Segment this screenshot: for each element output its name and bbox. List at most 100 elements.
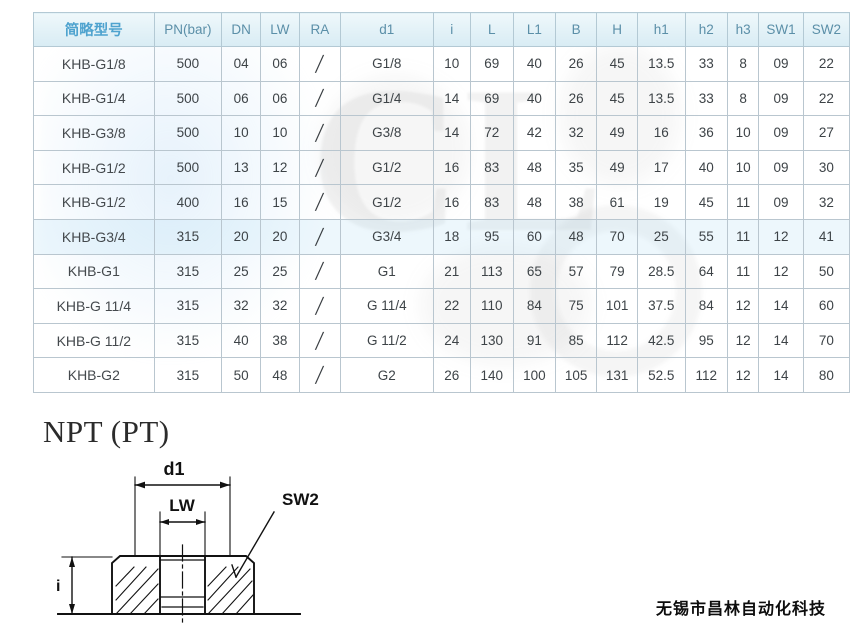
cell-d1: G2 (340, 357, 434, 393)
cell-ra: ╱ (298, 46, 342, 82)
cell-h: 49 (596, 149, 639, 186)
cell-h3: 8 (727, 46, 760, 82)
column-header-i: i (432, 12, 471, 47)
column-header-ra: RA (298, 12, 342, 47)
cell-lw: 25 (260, 253, 300, 290)
cell-b: 26 (555, 80, 598, 117)
cell-sw2: 41 (802, 218, 850, 255)
cell-l1: 91 (512, 322, 557, 359)
column-header-h2: h2 (684, 12, 729, 47)
header-row: 简略型号 PN(bar) DN LW RA d1 i L L1 B H h1 h… (33, 12, 850, 47)
cell-sw2: 22 (802, 80, 850, 117)
cell-b: 48 (555, 218, 598, 255)
cell-l: 69 (469, 80, 514, 117)
cell-d1: G1 (340, 253, 434, 290)
cell-h2: 45 (684, 184, 729, 220)
cell-sw1: 09 (758, 149, 804, 186)
cell-dn: 50 (221, 357, 261, 393)
cell-lw: 06 (260, 46, 300, 82)
column-header-l: L (469, 12, 514, 47)
cell-pn: 500 (153, 80, 223, 117)
cell-b: 38 (555, 184, 598, 220)
cell-sw2: 80 (802, 357, 850, 393)
cell-l1: 42 (512, 115, 557, 151)
cell-l: 83 (469, 184, 514, 220)
cell-dn: 20 (221, 218, 261, 255)
cell-b: 26 (555, 46, 598, 82)
cell-sw2: 70 (802, 322, 850, 359)
cell-d1: G1/2 (340, 184, 434, 220)
cell-h1: 37.5 (637, 288, 686, 324)
cell-l: 95 (469, 218, 514, 255)
table-header: 简略型号 PN(bar) DN LW RA d1 i L L1 B H h1 h… (33, 12, 850, 47)
cell-ra: ╱ (298, 357, 342, 393)
cell-h2: 40 (684, 149, 729, 186)
cell-sw1: 14 (758, 288, 804, 324)
cell-l1: 60 (512, 218, 557, 255)
cell-h3: 12 (727, 357, 760, 393)
cell-h3: 10 (727, 149, 760, 186)
cell-lw: 06 (260, 80, 300, 117)
cell-h2: 112 (684, 357, 729, 393)
cell-l: 83 (469, 149, 514, 186)
cell-l: 72 (469, 115, 514, 151)
cell-lw: 48 (260, 357, 300, 393)
cell-h: 70 (596, 218, 639, 255)
cell-sw1: 14 (758, 357, 804, 393)
table-row: KHB-G3/8 500 10 10 ╱ G3/8 14 72 42 32 49 16 36 10 09 27 (33, 115, 850, 151)
cell-d1: G1/4 (340, 80, 434, 117)
cell-lw: 10 (260, 115, 300, 151)
cell-i: 18 (432, 218, 471, 255)
cell-pn: 500 (153, 115, 223, 151)
column-header-b: B (555, 12, 598, 47)
cell-model: KHB-G3/8 (33, 115, 155, 151)
cell-model: KHB-G 11/4 (33, 288, 155, 324)
cell-model: KHB-G 11/2 (33, 322, 155, 359)
table-row: KHB-G1/4 500 06 06 ╱ G1/4 14 69 40 26 45 13.5 33 8 09 2… (33, 80, 850, 117)
cell-h3: 11 (727, 184, 760, 220)
cell-h: 79 (596, 253, 639, 290)
column-header-d1: d1 (340, 12, 434, 47)
cell-pn: 315 (153, 218, 223, 255)
cell-ra: ╱ (298, 253, 342, 290)
table-body: KHB-G1/8 500 04 06 ╱ G1/8 10 69 40 26 45 13.5 33 8 09 2… (33, 46, 850, 393)
cell-sw2: 32 (802, 184, 850, 220)
cell-h2: 95 (684, 322, 729, 359)
cell-h2: 36 (684, 115, 729, 151)
cell-lw: 20 (260, 218, 300, 255)
cell-l: 110 (469, 288, 514, 324)
cell-d1: G3/8 (340, 115, 434, 151)
cell-l1: 48 (512, 149, 557, 186)
cell-h: 45 (596, 80, 639, 117)
dimension-label-d1: d1 (163, 459, 184, 479)
cell-d1: G 11/4 (340, 288, 434, 324)
cell-h1: 19 (637, 184, 686, 220)
column-header-h3: h3 (727, 12, 760, 47)
cell-h2: 55 (684, 218, 729, 255)
cell-dn: 40 (221, 322, 261, 359)
callout-label-sw2: SW2 (282, 490, 319, 509)
cell-model: KHB-G1/4 (33, 80, 155, 117)
cell-pn: 315 (153, 288, 223, 324)
cell-sw1: 14 (758, 322, 804, 359)
cell-i: 24 (432, 322, 471, 359)
cell-b: 85 (555, 322, 598, 359)
cell-i: 14 (432, 80, 471, 117)
cell-ra: ╱ (298, 149, 342, 186)
cell-b: 32 (555, 115, 598, 151)
cell-sw1: 09 (758, 46, 804, 82)
cell-b: 105 (555, 357, 598, 393)
cell-h1: 13.5 (637, 46, 686, 82)
column-header-dn: DN (221, 12, 261, 47)
column-header-sw2: SW2 (802, 12, 850, 47)
cell-l: 140 (469, 357, 514, 393)
cell-sw1: 09 (758, 115, 804, 151)
cell-h3: 12 (727, 288, 760, 324)
cell-l: 69 (469, 46, 514, 82)
cell-lw: 15 (260, 184, 300, 220)
column-header-sw1: SW1 (758, 12, 804, 47)
cell-sw1: 09 (758, 80, 804, 117)
spec-table: 简略型号 PN(bar) DN LW RA d1 i L L1 B H h1 h… (33, 12, 850, 393)
cell-ra: ╱ (298, 184, 342, 220)
cell-b: 75 (555, 288, 598, 324)
